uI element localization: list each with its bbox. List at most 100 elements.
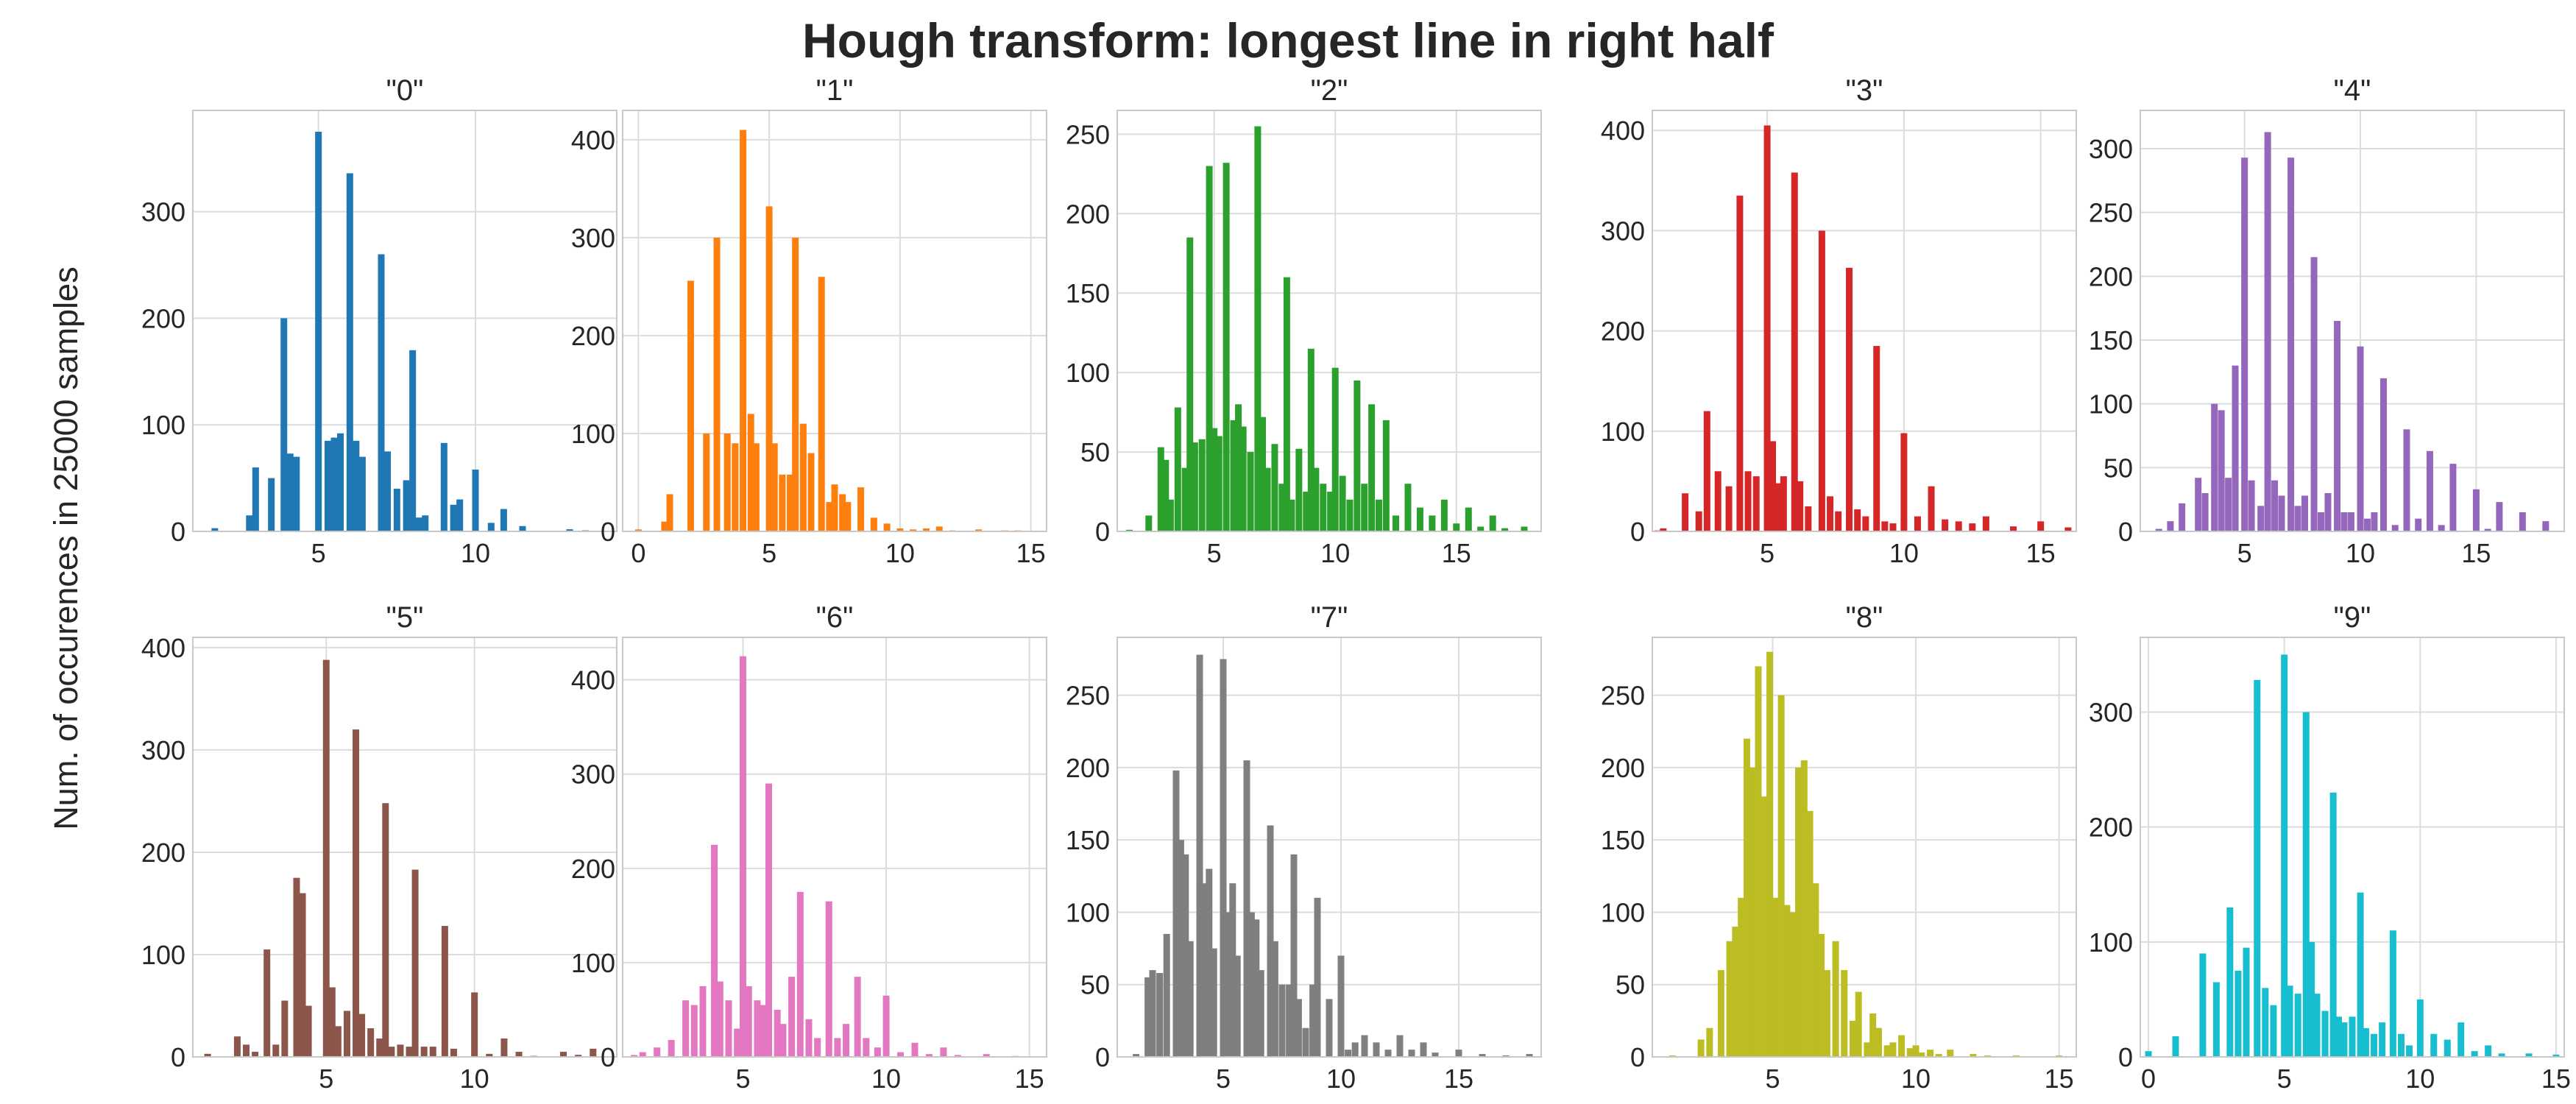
histogram-bar (1743, 738, 1750, 1057)
histogram-bar (2241, 158, 2248, 531)
axes-frame (622, 110, 1047, 532)
histogram-bar (1312, 467, 1320, 531)
histogram-bar (1521, 526, 1528, 531)
panel-title: "0" (386, 74, 424, 107)
histogram-bar (1818, 933, 1825, 1057)
histogram-bar (2542, 521, 2550, 531)
histogram-bar (2172, 1036, 2179, 1057)
histogram-bar (403, 480, 410, 531)
histogram-bar (2458, 1022, 2465, 1057)
histogram-bar (771, 443, 778, 531)
y-tick-label: 200 (2089, 813, 2133, 843)
histogram-bar (774, 1009, 781, 1057)
y-tick-label: 100 (2089, 389, 2133, 420)
histogram-bar (765, 206, 773, 531)
histogram-bar (1914, 516, 1921, 531)
x-tick-label: 5 (2237, 538, 2252, 568)
histogram-bar (1763, 125, 1771, 531)
y-tick-label: 50 (1080, 437, 1110, 467)
x-tick-label: 0 (631, 538, 645, 568)
histogram-bar (1243, 760, 1250, 1057)
histogram-bar (1125, 529, 1133, 531)
histogram-bar (1453, 523, 1460, 531)
x-tick-label: 10 (461, 538, 490, 568)
histogram-bar (500, 1038, 508, 1057)
histogram-bar (1455, 1050, 1462, 1057)
histogram-bar (2308, 941, 2315, 1057)
histogram-bar (1181, 467, 1189, 531)
histogram-bar (2226, 907, 2234, 1057)
histogram-bar (1766, 651, 1774, 1057)
panel-title: "3" (1846, 74, 1883, 107)
histogram-bar (1375, 499, 1382, 531)
histogram-bar (1526, 1054, 1533, 1057)
histogram-bar (1832, 941, 1839, 1057)
y-tick-label: 200 (1066, 753, 1110, 783)
histogram-bar (1501, 528, 1509, 531)
histogram-bar (723, 433, 731, 531)
histogram-bar (353, 440, 360, 531)
y-tick-label: 200 (141, 838, 185, 868)
histogram-bar (2347, 512, 2354, 531)
histogram-bar (500, 509, 507, 531)
histogram-bar (330, 437, 338, 531)
histogram-bar (263, 949, 271, 1057)
histogram-bar (293, 877, 300, 1057)
histogram-bar (1970, 1054, 1977, 1057)
histogram-bar (299, 893, 306, 1057)
y-tick-label: 150 (1066, 825, 1110, 855)
y-tick-label: 400 (141, 633, 185, 663)
histogram-bar (843, 1024, 850, 1057)
histogram-bar (699, 986, 707, 1057)
histogram-bar (1755, 666, 1762, 1057)
histogram-bar (925, 1054, 933, 1057)
histogram-bar (1382, 420, 1390, 531)
histogram-bar (559, 1052, 567, 1057)
panel-title: "7" (1311, 601, 1348, 634)
histogram-bar (440, 442, 447, 531)
histogram-bar (450, 504, 457, 531)
y-tick-label: 400 (571, 665, 615, 696)
histogram-bar (590, 1048, 597, 1057)
y-tick-label: 0 (1095, 1042, 1110, 1072)
y-tick-label: 300 (571, 760, 615, 790)
histogram-bar (1660, 528, 1667, 531)
histogram-bar (1174, 407, 1181, 531)
histogram-bar (2201, 493, 2209, 531)
histogram-bar (765, 783, 772, 1057)
histogram-bar (2406, 1045, 2413, 1057)
histogram-bar (2371, 512, 2378, 531)
histogram-bar (1229, 883, 1236, 1057)
histogram-bar (471, 992, 478, 1057)
histogram-bar (1149, 970, 1156, 1057)
y-tick-label: 200 (571, 321, 615, 351)
histogram-bar (870, 517, 877, 531)
histogram-bar (2498, 1053, 2505, 1057)
histogram-bar (450, 1048, 457, 1057)
histogram-bar (1982, 516, 1989, 531)
x-tick-label: 5 (1760, 538, 1774, 568)
histogram-bar (1230, 420, 1237, 531)
histogram-bar (1935, 1054, 1942, 1057)
y-tick-label: 100 (141, 410, 185, 440)
histogram-bar (787, 474, 794, 531)
histogram-bar (1346, 499, 1354, 531)
histogram-bar (286, 453, 294, 531)
histogram-bar (472, 470, 479, 531)
histogram-bar (2211, 403, 2218, 531)
histogram-bar (1889, 1042, 1897, 1057)
histogram-bar (1805, 506, 1812, 531)
histogram-bar (734, 1028, 741, 1057)
y-tick-label: 250 (2089, 198, 2133, 228)
histogram-bar (367, 1028, 375, 1057)
histogram-bar (384, 451, 392, 531)
axes-frame (622, 637, 1047, 1058)
histogram-bar (975, 529, 983, 531)
x-tick-label: 15 (1442, 538, 1471, 568)
histogram-bar (1883, 1045, 1891, 1057)
histogram-bar (1331, 367, 1339, 531)
histogram-bar (334, 1026, 342, 1057)
histogram-bar (682, 1000, 690, 1057)
histogram-bar (2484, 528, 2491, 531)
